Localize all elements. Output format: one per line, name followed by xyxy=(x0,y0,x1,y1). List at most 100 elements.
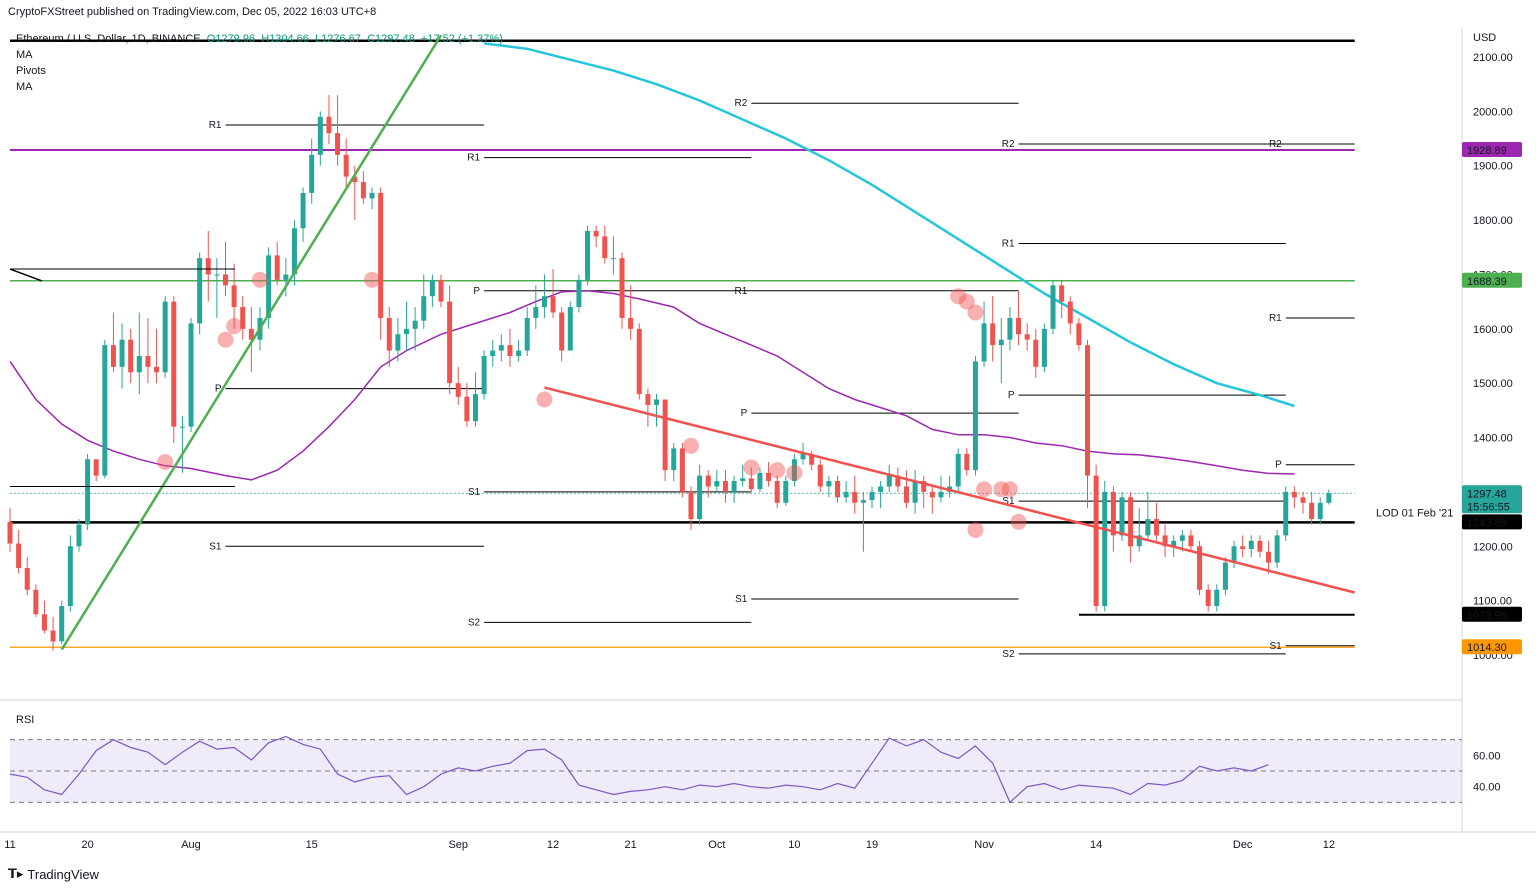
candle-body xyxy=(671,448,677,471)
candle xyxy=(1205,584,1211,612)
candle xyxy=(981,301,987,367)
candle-body xyxy=(705,475,711,487)
indicator-pivots[interactable]: Pivots xyxy=(16,65,46,77)
candle-body xyxy=(1162,535,1168,547)
candle-body xyxy=(645,394,651,405)
candle-body xyxy=(1188,535,1194,547)
candle xyxy=(550,269,556,318)
price-axis-label: 1073.95 xyxy=(1467,610,1507,622)
candle-body xyxy=(248,328,254,340)
candle-body xyxy=(1291,491,1297,498)
candle-body xyxy=(317,116,323,155)
time-tick-label: 12 xyxy=(547,839,559,851)
candle-body xyxy=(472,394,478,422)
candle xyxy=(1274,529,1280,569)
candle xyxy=(110,312,116,373)
candle-body xyxy=(102,345,108,476)
candle-body xyxy=(714,481,720,487)
change-value: +17.52 (+1.37%) xyxy=(420,33,503,45)
published-header: CryptoFXStreet published on TradingView.… xyxy=(8,6,377,18)
candle-body xyxy=(1110,491,1116,536)
candle xyxy=(1059,279,1065,318)
pivot-label: R1 xyxy=(1002,238,1015,249)
candle xyxy=(102,339,108,479)
price-tick-label: 1500.00 xyxy=(1473,378,1513,390)
candle-body xyxy=(602,236,608,259)
candle-body xyxy=(826,481,832,487)
candle-body xyxy=(1153,519,1159,536)
candle xyxy=(1197,540,1203,596)
candle-body xyxy=(291,228,297,275)
candle xyxy=(378,187,384,340)
high-value: H1304.66 xyxy=(261,33,309,45)
pivot-label: S2 xyxy=(468,617,481,628)
candle xyxy=(481,350,487,400)
indicator-ma-slow[interactable]: MA xyxy=(16,81,33,93)
candle-body xyxy=(990,323,996,346)
candle-body xyxy=(179,426,185,428)
price-axis-label-bg xyxy=(1462,272,1522,288)
candle-body xyxy=(1076,323,1082,346)
candle xyxy=(93,459,99,482)
candle xyxy=(179,415,185,473)
pivot-label: S1 xyxy=(1270,641,1283,652)
time-tick-label: Oct xyxy=(708,839,725,851)
touch-highlight-circle xyxy=(682,437,699,454)
candle xyxy=(636,323,642,400)
candle xyxy=(240,296,246,340)
candle-body xyxy=(748,478,754,490)
time-tick-label: 20 xyxy=(81,839,93,851)
time-tick-label: 10 xyxy=(788,839,800,851)
symbol-legend[interactable]: Ethereum / U.S. Dollar, 1D, BINANCE O127… xyxy=(16,33,503,45)
candle xyxy=(145,317,151,384)
candle xyxy=(791,453,797,487)
candle-body xyxy=(33,589,39,615)
time-tick-label: Aug xyxy=(181,839,201,851)
candle-body xyxy=(369,192,375,199)
candle-body xyxy=(490,350,496,356)
candle-body xyxy=(421,296,427,321)
candle-body xyxy=(154,366,160,373)
time-tick-label: Sep xyxy=(448,839,468,851)
candle xyxy=(826,475,832,498)
pivot-label: R2 xyxy=(1002,139,1015,150)
candle-body xyxy=(981,323,987,362)
candle xyxy=(1300,491,1306,514)
candle xyxy=(628,285,634,340)
candle-body xyxy=(1274,535,1280,563)
candle-body xyxy=(679,448,685,492)
candle xyxy=(1102,481,1108,612)
candle xyxy=(903,470,909,509)
ma-slow-line xyxy=(483,42,1295,408)
price-axis-label: 1297.48 xyxy=(1467,488,1507,500)
indicator-ma-fast[interactable]: MA xyxy=(16,49,33,61)
pivot-label: P xyxy=(473,286,480,297)
rsi-legend[interactable]: RSI xyxy=(16,714,35,726)
price-axis-label-bg xyxy=(1462,639,1522,655)
candle xyxy=(360,171,366,204)
candle-body xyxy=(860,500,866,503)
pivot-label: S1 xyxy=(209,541,222,552)
candle xyxy=(1162,524,1168,558)
candle xyxy=(783,475,789,506)
candle-body xyxy=(1007,317,1013,340)
candle-body xyxy=(50,630,56,642)
candle xyxy=(835,475,841,503)
price-axis-label-bg xyxy=(1462,142,1522,158)
candle xyxy=(438,274,444,308)
candle-body xyxy=(76,524,82,547)
candle xyxy=(214,258,220,318)
candle-body xyxy=(817,464,823,487)
tradingview-footer[interactable]: 𝗧▸ TradingView xyxy=(8,866,99,882)
candle-body xyxy=(395,334,401,351)
candle-body xyxy=(335,133,341,155)
candle-body xyxy=(1033,339,1039,367)
candle xyxy=(472,372,478,427)
candle-body xyxy=(610,258,616,260)
pivot-label: R1 xyxy=(467,153,480,164)
brand-name: TradingView xyxy=(27,866,99,882)
close-value: C1297.48 xyxy=(367,33,415,45)
candle xyxy=(610,236,616,275)
candle-body xyxy=(1059,285,1065,302)
